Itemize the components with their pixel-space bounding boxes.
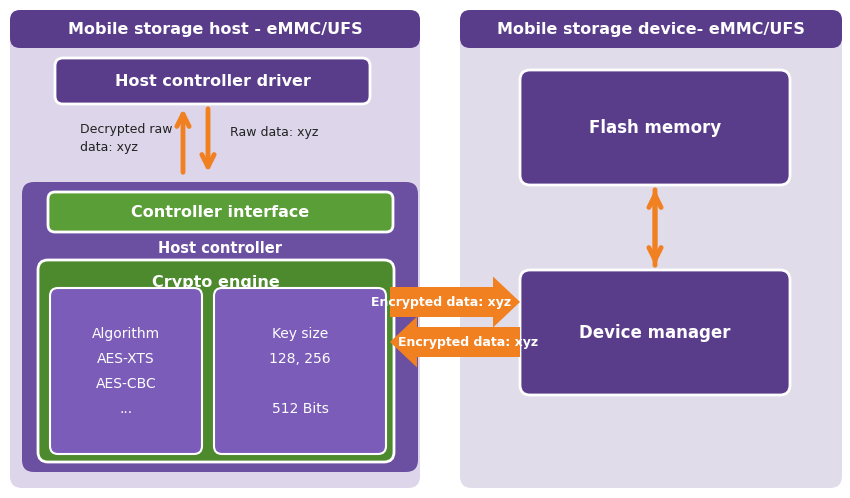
FancyBboxPatch shape bbox=[214, 288, 386, 454]
Text: Decrypted raw
data: xyz: Decrypted raw data: xyz bbox=[80, 123, 173, 153]
Text: Host controller driver: Host controller driver bbox=[115, 74, 310, 89]
FancyBboxPatch shape bbox=[520, 270, 790, 395]
FancyBboxPatch shape bbox=[520, 70, 790, 185]
Text: Flash memory: Flash memory bbox=[589, 119, 721, 136]
FancyBboxPatch shape bbox=[55, 58, 370, 104]
Text: Mobile storage device- eMMC/UFS: Mobile storage device- eMMC/UFS bbox=[497, 21, 805, 36]
FancyBboxPatch shape bbox=[460, 10, 842, 48]
Text: Raw data: xyz: Raw data: xyz bbox=[230, 125, 319, 138]
Polygon shape bbox=[390, 276, 520, 328]
Text: Key size
128, 256

512 Bits: Key size 128, 256 512 Bits bbox=[269, 327, 331, 415]
FancyBboxPatch shape bbox=[50, 288, 202, 454]
Text: Encrypted data: xyz: Encrypted data: xyz bbox=[399, 336, 539, 349]
FancyBboxPatch shape bbox=[38, 260, 394, 462]
FancyBboxPatch shape bbox=[10, 10, 420, 488]
Text: Algorithm
AES-XTS
AES-CBC
...: Algorithm AES-XTS AES-CBC ... bbox=[92, 327, 160, 415]
Text: Device manager: Device manager bbox=[579, 324, 731, 342]
FancyBboxPatch shape bbox=[460, 10, 842, 488]
Polygon shape bbox=[390, 317, 520, 368]
Text: Host controller: Host controller bbox=[158, 241, 282, 255]
Text: Encrypted data: xyz: Encrypted data: xyz bbox=[371, 295, 512, 308]
FancyBboxPatch shape bbox=[22, 182, 418, 472]
Text: Crypto engine: Crypto engine bbox=[152, 274, 280, 289]
FancyBboxPatch shape bbox=[48, 192, 393, 232]
Text: Mobile storage host - eMMC/UFS: Mobile storage host - eMMC/UFS bbox=[68, 21, 362, 36]
FancyBboxPatch shape bbox=[10, 10, 420, 48]
Text: Controller interface: Controller interface bbox=[132, 205, 309, 220]
